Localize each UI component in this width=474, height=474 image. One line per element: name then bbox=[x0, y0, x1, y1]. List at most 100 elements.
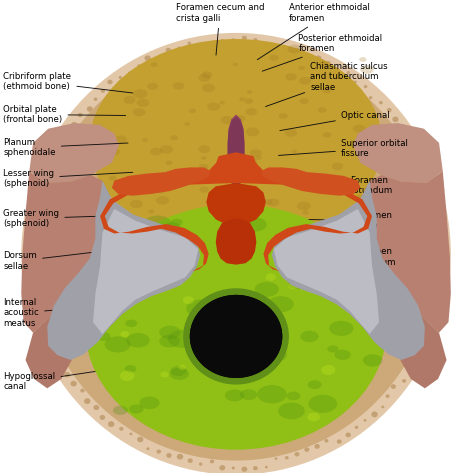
Ellipse shape bbox=[439, 251, 446, 257]
Polygon shape bbox=[261, 167, 360, 196]
Ellipse shape bbox=[425, 163, 430, 168]
Ellipse shape bbox=[169, 175, 182, 183]
Ellipse shape bbox=[287, 45, 301, 54]
Ellipse shape bbox=[171, 219, 182, 226]
Ellipse shape bbox=[235, 349, 249, 359]
Text: Cribriform plate
(ethmoid bone): Cribriform plate (ethmoid bone) bbox=[3, 72, 133, 93]
Ellipse shape bbox=[210, 459, 214, 464]
Ellipse shape bbox=[359, 57, 366, 62]
Ellipse shape bbox=[264, 44, 267, 46]
Ellipse shape bbox=[67, 133, 72, 137]
Polygon shape bbox=[264, 181, 372, 271]
Polygon shape bbox=[274, 209, 379, 334]
Ellipse shape bbox=[226, 199, 237, 206]
Ellipse shape bbox=[304, 55, 310, 60]
Polygon shape bbox=[397, 299, 447, 388]
Polygon shape bbox=[47, 181, 200, 360]
Ellipse shape bbox=[186, 300, 216, 318]
Polygon shape bbox=[272, 181, 425, 360]
Ellipse shape bbox=[364, 85, 367, 88]
Ellipse shape bbox=[437, 274, 440, 277]
Text: Anterior ethmoidal
foramen: Anterior ethmoidal foramen bbox=[257, 3, 370, 60]
Ellipse shape bbox=[251, 323, 258, 328]
Ellipse shape bbox=[437, 229, 443, 234]
Ellipse shape bbox=[223, 248, 234, 256]
Ellipse shape bbox=[432, 197, 436, 201]
Ellipse shape bbox=[325, 61, 331, 66]
Ellipse shape bbox=[253, 38, 257, 42]
Text: Superior orbital
fissure: Superior orbital fissure bbox=[278, 139, 408, 158]
Ellipse shape bbox=[177, 260, 198, 273]
Ellipse shape bbox=[156, 449, 161, 454]
Ellipse shape bbox=[142, 138, 148, 142]
Ellipse shape bbox=[41, 323, 45, 327]
Ellipse shape bbox=[257, 385, 287, 403]
Ellipse shape bbox=[36, 47, 437, 461]
Ellipse shape bbox=[321, 365, 336, 375]
Ellipse shape bbox=[334, 68, 340, 73]
Ellipse shape bbox=[304, 447, 310, 452]
Ellipse shape bbox=[201, 72, 212, 78]
Ellipse shape bbox=[48, 160, 53, 164]
Ellipse shape bbox=[430, 318, 436, 323]
Ellipse shape bbox=[295, 48, 301, 54]
Ellipse shape bbox=[302, 210, 309, 215]
Ellipse shape bbox=[263, 199, 273, 205]
Ellipse shape bbox=[188, 458, 193, 463]
Ellipse shape bbox=[356, 195, 365, 201]
Ellipse shape bbox=[157, 56, 163, 62]
Ellipse shape bbox=[324, 439, 328, 443]
Ellipse shape bbox=[52, 353, 58, 359]
Ellipse shape bbox=[80, 389, 85, 392]
Ellipse shape bbox=[360, 65, 374, 74]
Ellipse shape bbox=[284, 47, 290, 51]
Ellipse shape bbox=[27, 235, 30, 238]
Ellipse shape bbox=[316, 246, 336, 259]
Ellipse shape bbox=[108, 281, 124, 291]
Ellipse shape bbox=[316, 55, 321, 61]
Text: Foramen cecum and
crista galli: Foramen cecum and crista galli bbox=[176, 3, 264, 55]
Ellipse shape bbox=[34, 291, 37, 294]
Ellipse shape bbox=[159, 335, 180, 347]
Ellipse shape bbox=[300, 331, 319, 342]
Ellipse shape bbox=[310, 280, 326, 290]
Ellipse shape bbox=[160, 145, 173, 154]
Ellipse shape bbox=[292, 236, 301, 243]
Ellipse shape bbox=[308, 380, 322, 389]
Ellipse shape bbox=[199, 463, 202, 465]
Ellipse shape bbox=[267, 199, 280, 206]
Text: Foramen
ovale: Foramen ovale bbox=[301, 211, 392, 230]
Polygon shape bbox=[112, 167, 211, 196]
Ellipse shape bbox=[354, 81, 357, 83]
Ellipse shape bbox=[408, 369, 414, 374]
Ellipse shape bbox=[172, 267, 185, 276]
Text: Posterior ethmoidal
foramen: Posterior ethmoidal foramen bbox=[262, 34, 383, 71]
Ellipse shape bbox=[244, 220, 255, 227]
Ellipse shape bbox=[148, 210, 155, 214]
Text: Greater wing
(sphenoid): Greater wing (sphenoid) bbox=[3, 209, 102, 228]
Ellipse shape bbox=[428, 329, 431, 332]
Ellipse shape bbox=[129, 404, 144, 413]
Text: Foramen
lacerum: Foramen lacerum bbox=[295, 289, 392, 309]
Ellipse shape bbox=[337, 285, 350, 292]
Ellipse shape bbox=[150, 147, 162, 155]
Ellipse shape bbox=[160, 372, 169, 377]
Ellipse shape bbox=[323, 264, 341, 274]
Polygon shape bbox=[169, 152, 303, 185]
Polygon shape bbox=[360, 171, 451, 333]
Ellipse shape bbox=[245, 252, 253, 258]
Ellipse shape bbox=[392, 117, 399, 122]
Ellipse shape bbox=[210, 42, 213, 45]
Ellipse shape bbox=[253, 466, 258, 470]
Ellipse shape bbox=[299, 77, 311, 85]
Ellipse shape bbox=[417, 153, 424, 159]
Ellipse shape bbox=[291, 149, 297, 153]
Polygon shape bbox=[100, 181, 209, 271]
Ellipse shape bbox=[323, 132, 331, 138]
Ellipse shape bbox=[409, 357, 415, 362]
Ellipse shape bbox=[301, 264, 318, 276]
Ellipse shape bbox=[258, 342, 278, 354]
Ellipse shape bbox=[21, 33, 451, 474]
Ellipse shape bbox=[109, 148, 120, 155]
Ellipse shape bbox=[164, 222, 181, 233]
